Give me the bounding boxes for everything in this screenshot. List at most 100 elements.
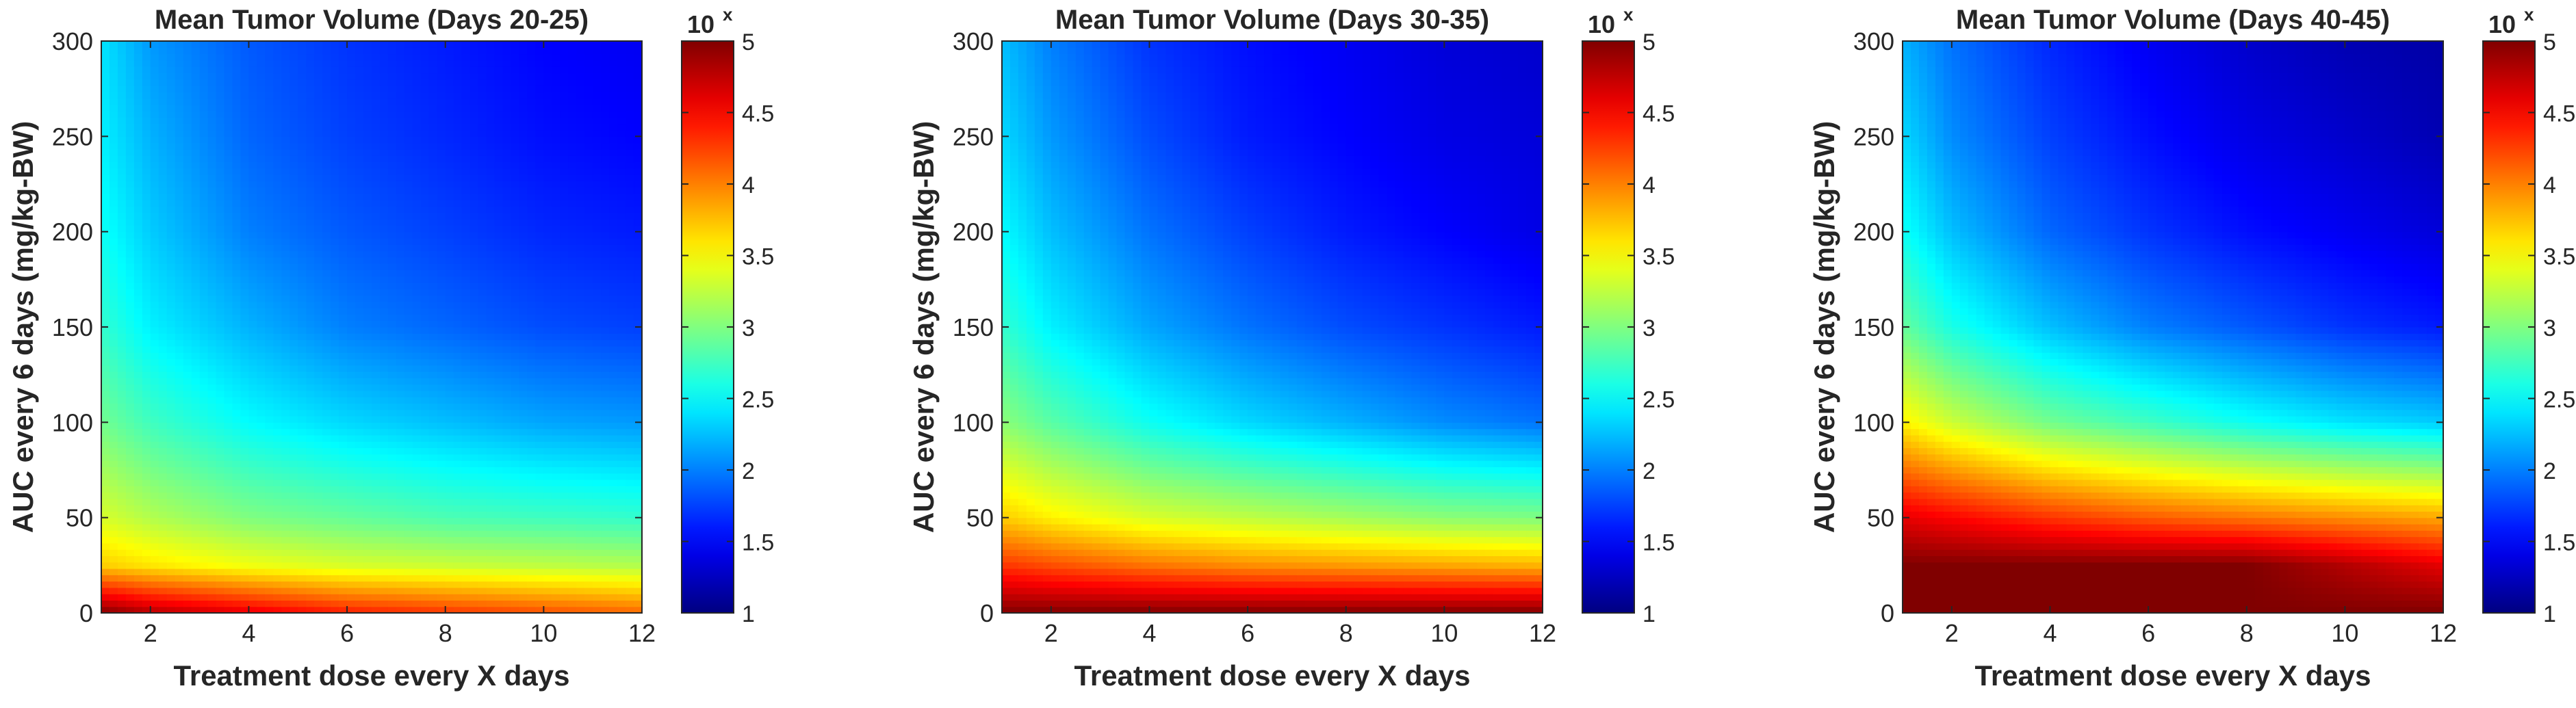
heatmap-cell xyxy=(117,225,127,233)
heatmap-cell xyxy=(150,486,159,493)
heatmap-cell xyxy=(609,358,618,366)
heatmap-cell xyxy=(560,231,569,239)
heatmap-cell xyxy=(306,130,315,137)
heatmap-cell xyxy=(478,486,487,493)
heatmap-cell xyxy=(552,486,561,493)
heatmap-cell xyxy=(387,295,397,302)
heatmap-cell xyxy=(150,397,159,404)
heatmap-cell xyxy=(216,575,225,582)
heatmap-cell xyxy=(445,517,454,525)
heatmap-cell xyxy=(289,155,298,163)
heatmap-cell xyxy=(265,365,274,372)
heatmap-cell xyxy=(617,206,626,213)
heatmap-cell xyxy=(568,358,577,366)
heatmap-cell xyxy=(519,371,528,378)
heatmap-cell xyxy=(142,454,151,461)
heatmap-cell xyxy=(535,339,544,347)
heatmap-cell xyxy=(609,416,618,423)
heatmap-cell xyxy=(289,594,298,601)
heatmap-cell xyxy=(265,467,274,474)
heatmap-cell xyxy=(355,270,364,277)
heatmap-cell xyxy=(453,345,463,353)
heatmap-surface xyxy=(101,41,643,614)
heatmap-cell xyxy=(101,187,110,194)
heatmap-cell xyxy=(240,155,250,163)
heatmap-cell xyxy=(322,308,331,315)
heatmap-cell xyxy=(216,511,225,519)
heatmap-cell xyxy=(626,587,634,594)
heatmap-cell xyxy=(486,422,495,430)
heatmap-cell xyxy=(519,454,528,461)
heatmap-cell xyxy=(314,530,323,538)
heatmap-cell xyxy=(298,181,307,188)
heatmap-cell xyxy=(265,390,274,397)
heatmap-cell xyxy=(437,562,446,569)
heatmap-cell xyxy=(265,130,274,137)
heatmap-cell xyxy=(453,142,463,150)
heatmap-cell xyxy=(478,308,487,315)
heatmap-cell xyxy=(437,339,446,347)
heatmap-cell xyxy=(125,219,135,226)
heatmap-cell xyxy=(372,257,381,264)
heatmap-cell xyxy=(617,301,626,309)
heatmap-cell xyxy=(372,562,381,569)
heatmap-cell xyxy=(232,594,242,601)
heatmap-cell xyxy=(363,244,372,252)
heatmap-cell xyxy=(568,549,577,556)
heatmap-cell xyxy=(191,416,201,423)
heatmap-cell xyxy=(372,136,381,144)
heatmap-cell xyxy=(404,142,413,150)
heatmap-cell xyxy=(478,358,487,366)
heatmap-cell xyxy=(576,339,585,347)
heatmap-cell xyxy=(150,289,159,296)
heatmap-cell xyxy=(412,568,422,575)
heatmap-cell xyxy=(199,467,209,474)
heatmap-cell xyxy=(331,473,339,480)
heatmap-cell xyxy=(601,575,610,582)
heatmap-cell xyxy=(478,409,487,417)
heatmap-cell xyxy=(404,505,413,512)
heatmap-cell xyxy=(257,555,266,563)
heatmap-cell xyxy=(601,422,610,430)
heatmap-cell xyxy=(158,130,168,137)
heatmap-cell xyxy=(420,155,430,163)
heatmap-cell xyxy=(183,422,192,430)
heatmap-cell xyxy=(372,568,381,575)
heatmap-cell xyxy=(207,460,217,467)
heatmap-cell xyxy=(314,212,323,220)
heatmap-cell xyxy=(298,606,307,614)
heatmap-cell xyxy=(199,492,209,499)
heatmap-cell xyxy=(461,587,471,594)
heatmap-cell xyxy=(331,148,339,156)
heatmap-cell xyxy=(387,161,397,169)
heatmap-cell xyxy=(224,365,233,372)
heatmap-cell xyxy=(240,371,250,378)
heatmap-cell xyxy=(158,447,168,455)
heatmap-cell xyxy=(273,333,282,341)
heatmap-cell xyxy=(494,505,504,512)
heatmap-cell xyxy=(265,600,274,607)
heatmap-cell xyxy=(634,384,643,391)
heatmap-cell xyxy=(412,225,422,233)
heatmap-cell xyxy=(273,289,282,296)
heatmap-cell xyxy=(412,486,422,493)
heatmap-cell xyxy=(420,257,430,264)
heatmap-cell xyxy=(207,562,217,569)
heatmap-cell xyxy=(265,403,274,410)
heatmap-cell xyxy=(560,422,569,430)
heatmap-cell xyxy=(584,594,593,601)
heatmap-cell xyxy=(248,555,258,563)
heatmap-cell xyxy=(519,327,528,334)
heatmap-cell xyxy=(387,517,397,525)
heatmap-cell xyxy=(216,345,225,353)
heatmap-cell xyxy=(634,409,643,417)
heatmap-cell xyxy=(609,428,618,436)
heatmap-cell xyxy=(617,148,626,156)
heatmap-cell xyxy=(576,257,585,264)
heatmap-cell xyxy=(584,333,593,341)
heatmap-cell xyxy=(265,517,274,525)
heatmap-cell xyxy=(232,403,242,410)
heatmap-cell xyxy=(273,339,282,347)
heatmap-cell xyxy=(543,606,552,614)
heatmap-cell xyxy=(387,428,397,436)
